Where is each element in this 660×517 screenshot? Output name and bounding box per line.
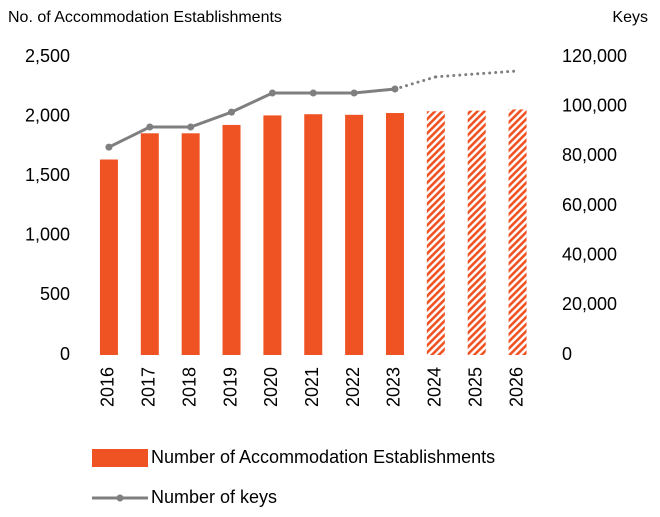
x-tick-label: 2019: [220, 367, 240, 407]
line-point: [391, 85, 399, 93]
x-tick-label: 2017: [139, 367, 159, 407]
y-tick-label: 2,500: [25, 46, 70, 66]
y-tick-label: 2,000: [25, 105, 70, 125]
y2-tick-label: 0: [562, 344, 572, 364]
legend-label: Number of Accommodation Establishments: [151, 447, 495, 467]
y-tick-label: 1,000: [25, 225, 70, 245]
y2-tick-label: 80,000: [562, 145, 617, 165]
x-tick-label: 2020: [261, 367, 281, 407]
line-point: [309, 89, 317, 97]
bar: [263, 115, 282, 356]
x-tick-label: 2022: [343, 367, 363, 407]
bar: [140, 133, 159, 355]
bar: [181, 133, 200, 355]
x-tick-label: 2023: [384, 367, 404, 407]
line-point: [268, 89, 276, 97]
y2-tick-label: 100,000: [562, 95, 627, 115]
line-connector: [393, 75, 438, 91]
line-solid: [107, 87, 397, 149]
y-tick-label: 1,500: [25, 165, 70, 185]
x-tick-label: 2024: [425, 367, 445, 407]
legend-label: Number of keys: [151, 487, 277, 507]
chart-title: No. of Accommodation Establishments: [8, 9, 282, 26]
legend-swatch-point: [116, 494, 124, 502]
line-projected: [434, 69, 520, 79]
x-tick-label: 2016: [98, 367, 118, 407]
bar: [345, 114, 364, 355]
bar: [385, 113, 404, 355]
y2-tick-label: 20,000: [562, 294, 617, 314]
line-point: [228, 108, 236, 116]
y2-tick-label: 60,000: [562, 195, 617, 215]
bar: [508, 109, 527, 355]
line-point: [105, 143, 113, 151]
y2-title: Keys: [612, 9, 648, 26]
bar: [99, 159, 118, 355]
bar: [467, 110, 486, 355]
x-tick-label: 2025: [465, 367, 485, 407]
y-tick-label: 500: [40, 284, 70, 304]
bar: [222, 124, 241, 355]
y2-tick-label: 120,000: [562, 46, 627, 66]
bar: [426, 111, 445, 356]
x-tick-label: 2026: [506, 367, 526, 407]
line-point: [350, 89, 358, 97]
line-point: [187, 123, 195, 131]
bar: [304, 114, 323, 355]
x-tick-label: 2021: [302, 367, 322, 407]
y-tick-label: 0: [60, 344, 70, 364]
legend-swatch: [92, 449, 148, 467]
x-tick-label: 2018: [179, 367, 199, 407]
line-point: [146, 123, 154, 131]
y2-tick-label: 40,000: [562, 244, 617, 264]
